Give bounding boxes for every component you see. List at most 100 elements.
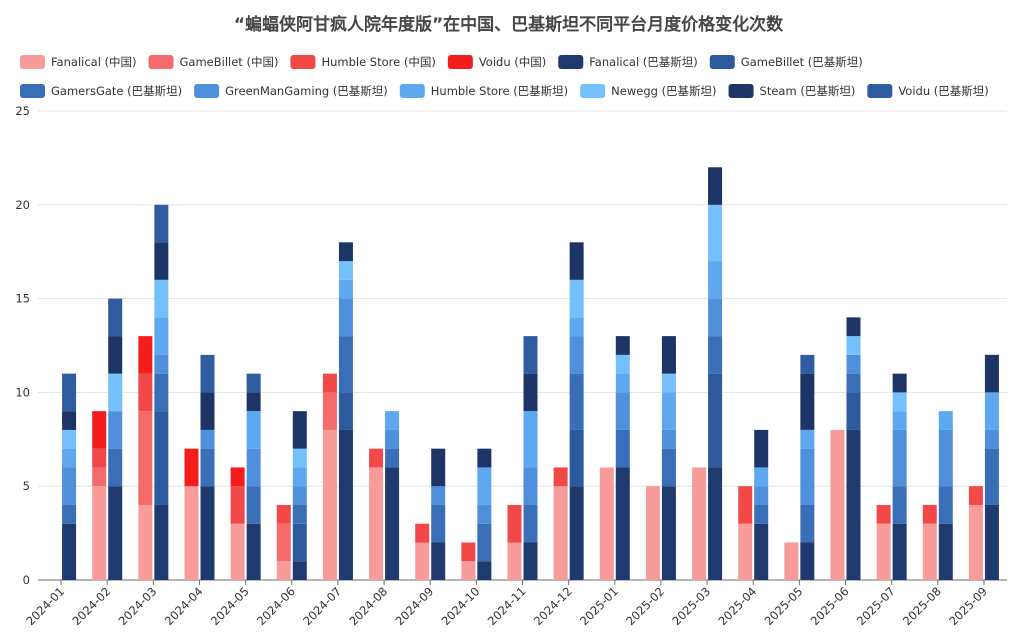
bar-segment[interactable]: [876, 504, 891, 524]
bar-segment[interactable]: [708, 298, 723, 337]
bar-segment[interactable]: [984, 448, 999, 505]
bar-segment[interactable]: [154, 354, 169, 374]
bar-segment[interactable]: [338, 336, 353, 393]
bar-segment[interactable]: [615, 336, 630, 355]
bar-segment[interactable]: [984, 392, 999, 430]
bar-segment[interactable]: [692, 467, 707, 580]
bar-segment[interactable]: [754, 504, 769, 524]
bar-segment[interactable]: [92, 467, 107, 487]
bar-segment[interactable]: [754, 486, 769, 505]
bar-segment[interactable]: [846, 317, 861, 337]
bar-segment[interactable]: [230, 523, 245, 580]
bar-segment[interactable]: [322, 373, 337, 393]
bar-segment[interactable]: [569, 429, 584, 487]
bar-segment[interactable]: [338, 392, 353, 430]
bar-segment[interactable]: [246, 392, 261, 412]
bar-segment[interactable]: [523, 373, 538, 412]
bar-segment[interactable]: [292, 486, 307, 505]
bar-segment[interactable]: [738, 523, 753, 580]
bar-segment[interactable]: [338, 298, 353, 337]
bar-segment[interactable]: [661, 429, 676, 449]
bar-segment[interactable]: [200, 354, 215, 393]
bar-segment[interactable]: [154, 242, 169, 280]
bar-segment[interactable]: [661, 336, 676, 374]
bar-segment[interactable]: [892, 373, 907, 393]
bar-segment[interactable]: [523, 336, 538, 374]
bar-segment[interactable]: [892, 523, 907, 580]
bar-segment[interactable]: [230, 467, 245, 487]
bar-segment[interactable]: [369, 448, 384, 468]
bar-segment[interactable]: [615, 354, 630, 374]
bar-segment[interactable]: [892, 486, 907, 524]
bar-segment[interactable]: [938, 429, 953, 487]
bar-segment[interactable]: [292, 467, 307, 487]
bar-segment[interactable]: [138, 373, 153, 412]
bar-segment[interactable]: [200, 486, 215, 580]
bar-segment[interactable]: [62, 504, 77, 524]
bar-segment[interactable]: [246, 523, 261, 580]
bar-segment[interactable]: [154, 279, 169, 318]
legend-item[interactable]: Fanalical (中国): [20, 55, 137, 69]
bar-segment[interactable]: [800, 542, 815, 580]
bar-segment[interactable]: [92, 411, 107, 449]
bar-segment[interactable]: [553, 467, 568, 487]
bar-segment[interactable]: [338, 279, 353, 299]
bar-segment[interactable]: [477, 561, 492, 580]
legend-item[interactable]: Humble Store (中国): [290, 55, 436, 69]
bar-segment[interactable]: [385, 429, 400, 449]
bar-segment[interactable]: [322, 392, 337, 430]
bar-segment[interactable]: [615, 467, 630, 580]
bar-segment[interactable]: [984, 504, 999, 580]
bar-segment[interactable]: [230, 486, 245, 524]
bar-segment[interactable]: [569, 317, 584, 337]
bar-segment[interactable]: [184, 448, 199, 487]
bar-segment[interactable]: [661, 373, 676, 393]
bar-segment[interactable]: [246, 486, 261, 524]
bar-segment[interactable]: [154, 504, 169, 580]
bar-segment[interactable]: [108, 298, 123, 337]
bar-segment[interactable]: [922, 504, 937, 524]
bar-segment[interactable]: [830, 429, 845, 580]
bar-segment[interactable]: [708, 467, 723, 580]
bar-segment[interactable]: [708, 204, 723, 262]
bar-segment[interactable]: [138, 411, 153, 505]
bar-segment[interactable]: [738, 486, 753, 524]
bar-segment[interactable]: [338, 242, 353, 262]
bar-segment[interactable]: [800, 429, 815, 449]
bar-segment[interactable]: [292, 561, 307, 580]
bar-segment[interactable]: [569, 336, 584, 374]
bar-segment[interactable]: [62, 523, 77, 580]
bar-segment[interactable]: [708, 167, 723, 205]
legend-item[interactable]: Voidu (中国): [447, 55, 546, 69]
bar-segment[interactable]: [661, 392, 676, 430]
bar-segment[interactable]: [754, 429, 769, 468]
bar-segment[interactable]: [431, 542, 446, 580]
bar-segment[interactable]: [431, 448, 446, 487]
bar-segment[interactable]: [846, 429, 861, 580]
bar-segment[interactable]: [784, 542, 799, 580]
bar-segment[interactable]: [477, 467, 492, 505]
bar-segment[interactable]: [154, 204, 169, 243]
bar-segment[interactable]: [385, 411, 400, 430]
bar-segment[interactable]: [876, 523, 891, 580]
bar-segment[interactable]: [461, 542, 476, 562]
bar-segment[interactable]: [523, 467, 538, 505]
bar-segment[interactable]: [477, 523, 492, 562]
bar-segment[interactable]: [984, 429, 999, 449]
bar-segment[interactable]: [292, 448, 307, 468]
bar-segment[interactable]: [246, 411, 261, 449]
bar-segment[interactable]: [708, 373, 723, 468]
bar-segment[interactable]: [645, 486, 660, 580]
bar-segment[interactable]: [92, 448, 107, 468]
legend-item[interactable]: GameBillet (中国): [148, 55, 279, 69]
legend-item[interactable]: GamersGate (巴基斯坦): [20, 84, 182, 98]
bar-segment[interactable]: [184, 486, 199, 580]
legend-item[interactable]: Humble Store (巴基斯坦): [399, 84, 568, 98]
bar-segment[interactable]: [922, 523, 937, 580]
bar-segment[interactable]: [569, 279, 584, 318]
bar-segment[interactable]: [846, 392, 861, 430]
bar-segment[interactable]: [62, 467, 77, 505]
bar-segment[interactable]: [385, 448, 400, 468]
bar-segment[interactable]: [431, 504, 446, 543]
bar-segment[interactable]: [892, 392, 907, 412]
